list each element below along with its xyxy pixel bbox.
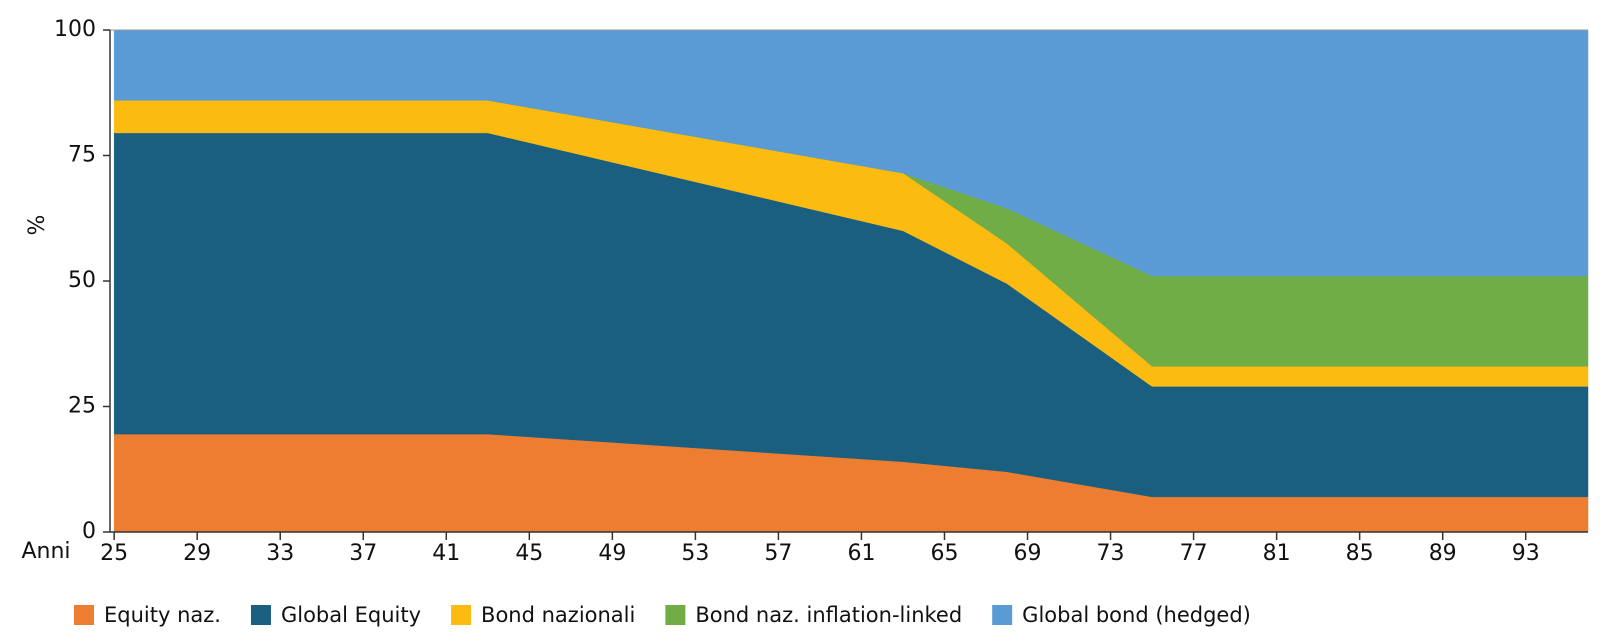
- legend-swatch: [74, 605, 94, 625]
- x-tick-label: 57: [764, 541, 792, 566]
- y-tick-label: 25: [68, 394, 96, 419]
- x-tick-label: 69: [1014, 541, 1042, 566]
- x-tick-label: 65: [930, 541, 958, 566]
- x-axis-label: Anni: [21, 539, 70, 564]
- x-tick-label: 53: [681, 541, 709, 566]
- y-tick-label: 75: [68, 143, 96, 168]
- x-tick-label: 81: [1263, 541, 1291, 566]
- x-tick-label: 41: [432, 541, 460, 566]
- y-axis-label: %: [25, 215, 50, 236]
- y-tick-label: 100: [54, 17, 96, 42]
- x-tick-label: 93: [1512, 541, 1540, 566]
- x-tick-label: 85: [1346, 541, 1374, 566]
- legend-label: Bond naz. inflation-linked: [695, 603, 962, 627]
- legend-swatch: [665, 605, 686, 625]
- x-tick-label: 49: [598, 541, 626, 566]
- x-tick-label: 37: [349, 541, 377, 566]
- x-tick-label: 89: [1429, 541, 1457, 566]
- x-tick-label: 61: [847, 541, 875, 566]
- legend-label: Bond nazionali: [481, 603, 635, 627]
- x-tick-label: 77: [1180, 541, 1208, 566]
- legend-label: Global Equity: [281, 603, 421, 627]
- x-tick-label: 29: [183, 541, 211, 566]
- legend: Equity naz. Global Equity Bond nazionali Bo…: [74, 603, 1251, 627]
- legend-swatch: [992, 605, 1013, 625]
- x-tick-label: 73: [1097, 541, 1125, 566]
- x-tick-label: 45: [515, 541, 543, 566]
- legend-swatch: [451, 605, 472, 625]
- x-tick-label: 25: [100, 541, 128, 566]
- y-tick-label: 50: [68, 268, 96, 293]
- legend-label: Global bond (hedged): [1022, 603, 1251, 627]
- legend-swatch: [250, 605, 271, 625]
- x-tick-label: 33: [266, 541, 294, 566]
- y-tick-label: 0: [82, 519, 96, 544]
- legend-label: Equity naz.: [104, 603, 221, 627]
